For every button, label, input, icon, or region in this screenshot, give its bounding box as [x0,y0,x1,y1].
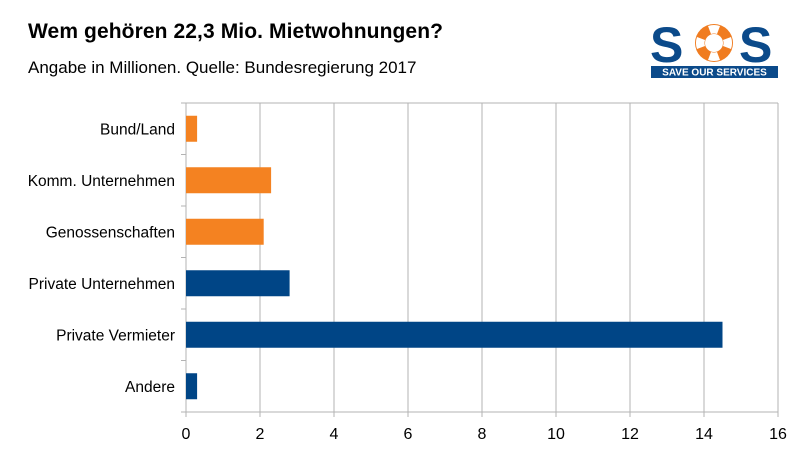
bar-private-unternehmen [186,270,290,297]
category-label-private-unternehmen: Private Unternehmen [29,276,175,293]
bar-komm-unternehmen [186,167,272,194]
category-label-bund-land: Bund/Land [100,121,175,138]
logo-letter-s-left: S [651,20,683,73]
sos-logo: S S SAVE OUR SERVICES [651,20,778,78]
category-label-genossenschaften: Genossenschaften [46,224,175,241]
category-labels: Bund/Land Komm. Unternehmen Genossenschaft… [28,121,175,396]
category-label-private-vermieter: Private Vermieter [56,327,175,344]
x-tick-label-12: 12 [621,426,639,443]
bar-bund-land [186,115,198,142]
bar-genossenschaften [186,218,264,245]
category-label-komm-unternehmen: Komm. Unternehmen [28,173,175,190]
bars [186,115,723,400]
chart-subtitle: Angabe in Millionen. Quelle: Bundesregie… [28,58,417,77]
x-tick-labels: 0 2 4 6 8 10 12 14 16 [182,426,787,443]
bar-private-vermieter [186,321,723,348]
x-tick-label-16: 16 [769,426,787,443]
chart-title: Wem gehören 22,3 Mio. Mietwohnungen? [28,20,444,43]
x-tick-label-10: 10 [547,426,565,443]
x-tick-label-2: 2 [256,426,265,443]
x-tick-label-8: 8 [478,426,487,443]
gridlines [181,102,779,417]
x-tick-label-14: 14 [695,426,713,443]
bar-andere [186,373,198,400]
x-tick-label-6: 6 [404,426,413,443]
lifebuoy-icon [695,24,733,62]
x-tick-label-4: 4 [330,426,339,443]
category-label-andere: Andere [125,379,175,396]
x-tick-label-0: 0 [182,426,191,443]
logo-letter-s-right: S [739,20,772,73]
logo-tagline: SAVE OUR SERVICES [662,68,767,79]
